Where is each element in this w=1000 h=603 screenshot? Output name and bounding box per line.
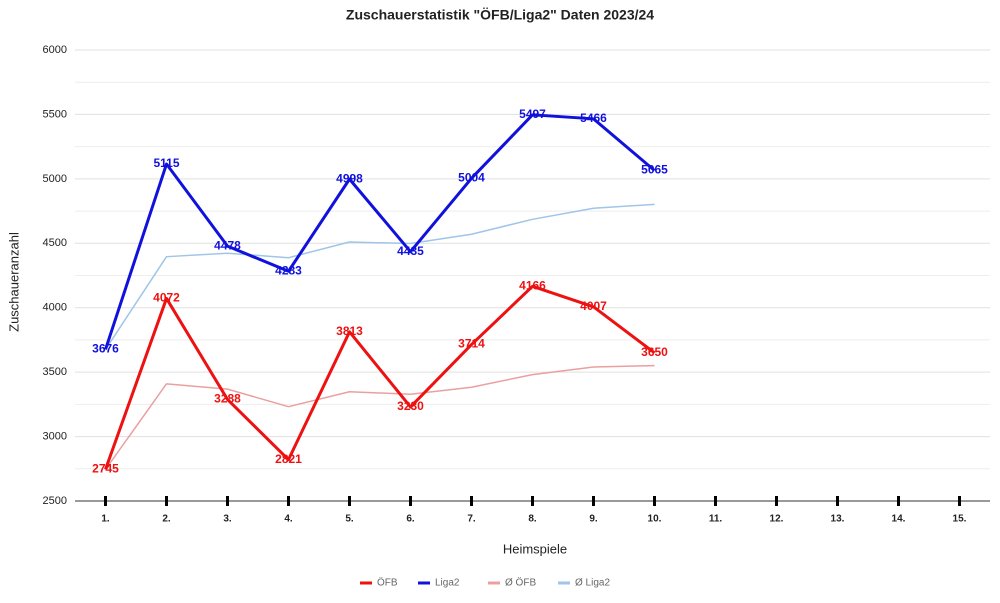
data-label: 5065 xyxy=(641,163,668,177)
data-label: 4072 xyxy=(153,291,180,305)
x-tick-label: 11. xyxy=(709,514,723,525)
x-tick-label: 12. xyxy=(770,514,784,525)
x-axis-title: Heimspiele xyxy=(503,541,567,556)
chart-title: Zuschauerstatistik "ÖFB/Liga2" Daten 202… xyxy=(346,7,654,23)
x-tick-label: 13. xyxy=(831,514,845,525)
x-tick-label: 6. xyxy=(406,514,415,525)
y-tick-label: 4000 xyxy=(43,302,67,314)
data-label: 5466 xyxy=(580,111,607,125)
data-label: 3714 xyxy=(458,337,485,351)
legend-label: Ø Liga2 xyxy=(575,578,610,589)
legend-label: Ø ÖFB xyxy=(505,577,536,589)
x-tick-label: 14. xyxy=(892,514,906,525)
x-tick-label: 9. xyxy=(589,514,598,525)
data-label: 2745 xyxy=(92,462,119,476)
x-tick-label: 1. xyxy=(101,514,110,525)
series-line xyxy=(104,364,655,470)
series-line xyxy=(104,203,655,350)
data-label: 3288 xyxy=(214,392,241,406)
data-label: 3230 xyxy=(397,399,424,413)
data-label: 3813 xyxy=(336,324,363,338)
y-tick-label: 4500 xyxy=(43,237,67,249)
data-label: 2821 xyxy=(275,452,302,466)
data-label: 4166 xyxy=(519,278,546,292)
data-label: 4007 xyxy=(580,299,607,313)
data-label: 5004 xyxy=(458,171,485,185)
y-tick-label: 6000 xyxy=(43,44,67,56)
data-label: 5115 xyxy=(153,156,179,170)
y-tick-label: 2500 xyxy=(43,495,67,507)
x-tick-label: 7. xyxy=(467,514,476,525)
y-tick-label: 3000 xyxy=(43,430,67,442)
data-label: 4478 xyxy=(214,238,241,252)
legend: ÖFB Liga2 Ø ÖFB Ø Liga2 xyxy=(360,577,610,589)
x-tick-label: 5. xyxy=(345,514,354,525)
x-tick-label: 3. xyxy=(223,514,232,525)
data-label: 4435 xyxy=(397,244,424,258)
y-axis-title: Zuschaueranzahl xyxy=(6,232,21,332)
x-tick-label: 8. xyxy=(528,514,537,525)
data-label: 4283 xyxy=(275,263,302,277)
y-tick-label: 5000 xyxy=(43,173,67,185)
legend-label: Liga2 xyxy=(435,578,460,589)
data-label: 4998 xyxy=(336,171,363,185)
y-tick-label: 5500 xyxy=(43,108,67,120)
x-tick-label: 2. xyxy=(162,514,171,525)
y-tick-label: 3500 xyxy=(43,366,67,378)
x-tick-label: 10. xyxy=(648,514,662,525)
x-tick-label: 15. xyxy=(953,514,967,525)
legend-label: ÖFB xyxy=(377,577,398,589)
data-label: 5497 xyxy=(519,107,546,121)
x-tick-label: 4. xyxy=(284,514,293,525)
data-label: 3676 xyxy=(92,342,119,356)
series-line xyxy=(104,113,656,350)
data-label: 3650 xyxy=(641,345,668,359)
series-line xyxy=(104,284,656,470)
